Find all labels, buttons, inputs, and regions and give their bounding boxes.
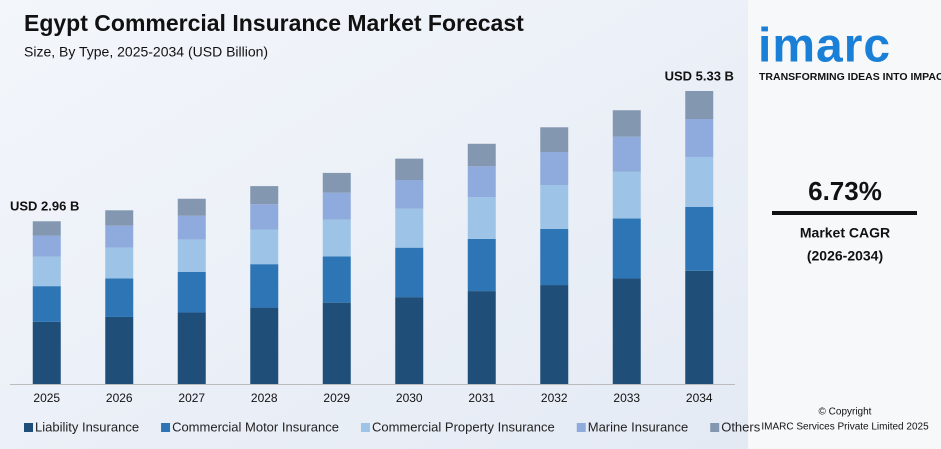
- bar-segment: [105, 210, 134, 226]
- chart-title: Egypt Commercial Insurance Market Foreca…: [24, 10, 524, 36]
- bar-segment: [322, 219, 351, 257]
- bar-segment: [105, 225, 134, 248]
- legend-label: Marine Insurance: [588, 419, 688, 434]
- x-tick-label: 2029: [323, 391, 350, 405]
- bar-segment: [177, 239, 206, 272]
- legend-label: Commercial Property Insurance: [372, 419, 555, 434]
- cagr-period: (2026-2034): [807, 248, 883, 264]
- legend-swatch: [576, 423, 586, 432]
- bar-segment: [467, 143, 496, 167]
- bar-segment: [395, 247, 424, 298]
- bar-segment: [250, 264, 279, 308]
- legend-swatch: [161, 423, 171, 432]
- bar-segment: [177, 312, 206, 384]
- divider: [772, 211, 917, 215]
- legend-swatch: [360, 423, 370, 432]
- bar-segment: [685, 270, 714, 384]
- bar-segment: [540, 285, 569, 384]
- bar-segment: [105, 278, 134, 317]
- bar-segment: [685, 119, 714, 157]
- bar-segment: [177, 215, 206, 240]
- x-tick-label: 2032: [541, 391, 568, 405]
- company: IMARC Services Private Limited 2025: [761, 422, 929, 433]
- bar-segment: [395, 297, 424, 384]
- cagr-value: 6.73%: [808, 176, 882, 206]
- bar-segment: [32, 321, 61, 384]
- bar-segment: [685, 156, 714, 207]
- bar-segment: [250, 307, 279, 384]
- bar-segment: [250, 229, 279, 265]
- bar-segment: [32, 235, 61, 257]
- bar-segment: [467, 166, 496, 198]
- bar-segment: [685, 91, 714, 120]
- x-tick-label: 2028: [251, 391, 278, 405]
- sidebar-background: [748, 0, 941, 449]
- bar-segment: [540, 228, 569, 286]
- bar-segment: [612, 278, 641, 384]
- bar-segment: [322, 256, 351, 303]
- legend-swatch: [24, 423, 33, 432]
- tagline: TRANSFORMING IDEAS INTO IMPACT: [759, 71, 941, 83]
- logo: imarc: [758, 20, 891, 73]
- bar-segment: [32, 256, 61, 287]
- bar-segment: [250, 204, 279, 230]
- bar-segment: [322, 302, 351, 384]
- x-tick-label: 2030: [396, 391, 423, 405]
- bar-segment: [177, 198, 206, 216]
- x-tick-label: 2031: [468, 391, 495, 405]
- legend-swatch: [710, 423, 720, 432]
- bar-segment: [395, 208, 424, 248]
- annotation: USD 2.96 B: [10, 199, 79, 214]
- bar-segment: [467, 238, 496, 292]
- bar-segment: [105, 247, 134, 279]
- bar-segment: [322, 192, 351, 220]
- bar-segment: [540, 152, 569, 186]
- bar-segment: [540, 127, 569, 153]
- bar-segment: [177, 271, 206, 313]
- bar-segment: [612, 218, 641, 279]
- bar-segment: [612, 171, 641, 219]
- bar-segment: [32, 221, 61, 236]
- legend-label: Commercial Motor Insurance: [172, 419, 339, 434]
- bar-segment: [467, 291, 496, 384]
- x-tick-label: 2027: [178, 391, 205, 405]
- annotation: USD 5.33 B: [665, 68, 734, 83]
- bar-segment: [250, 186, 279, 205]
- copyright: © Copyright: [819, 407, 872, 418]
- x-tick-label: 2033: [613, 391, 640, 405]
- x-tick-label: 2026: [106, 391, 133, 405]
- bar-segment: [395, 158, 424, 181]
- bar-segment: [612, 136, 641, 172]
- bar-segment: [540, 185, 569, 229]
- legend-label: Liability Insurance: [35, 419, 139, 434]
- cagr-label: Market CAGR: [800, 225, 890, 241]
- bar-segment: [685, 206, 714, 271]
- bar-segment: [322, 172, 351, 193]
- x-tick-label: 2025: [33, 391, 60, 405]
- bar-segment: [467, 197, 496, 239]
- chart-subtitle: Size, By Type, 2025-2034 (USD Billion): [24, 44, 268, 60]
- bar-segment: [105, 316, 134, 384]
- bar-segment: [612, 110, 641, 137]
- legend-label: Others: [721, 419, 761, 434]
- bar-segment: [32, 286, 61, 322]
- bar-segment: [395, 180, 424, 209]
- x-tick-label: 2034: [686, 391, 713, 405]
